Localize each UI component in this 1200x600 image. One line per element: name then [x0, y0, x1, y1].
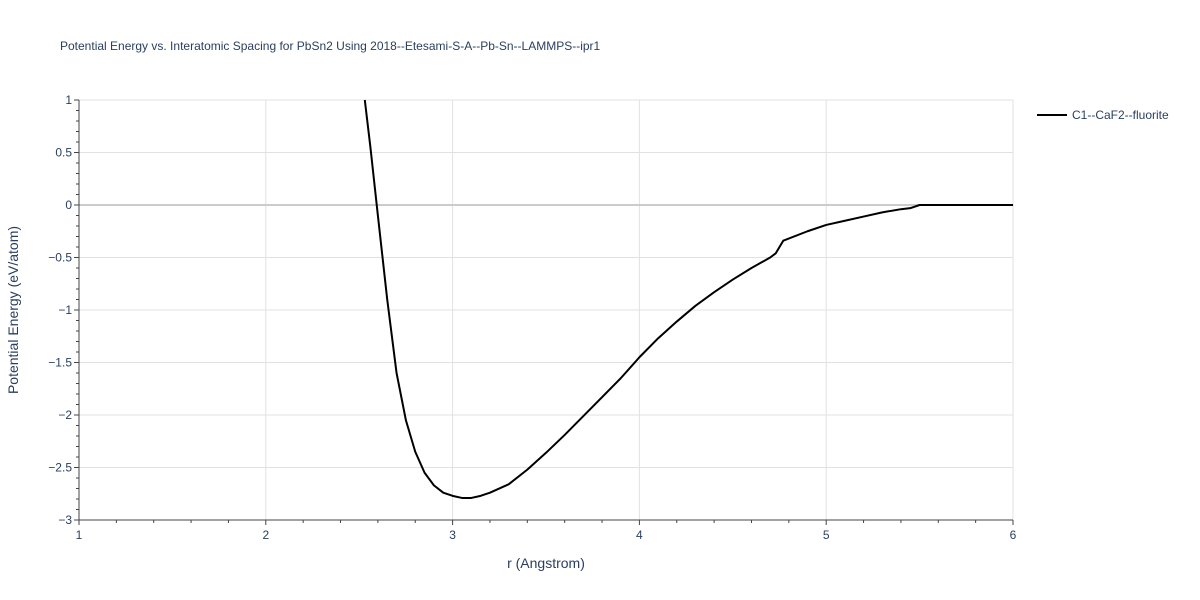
- y-tick-label: −2.5: [48, 461, 72, 475]
- y-tick-labels: 1 0.5 0 −0.5 −1 −1.5 −2 −2.5 −3: [48, 93, 72, 527]
- y-tick-label: −1.5: [48, 356, 72, 370]
- x-tick-label: 4: [636, 528, 643, 542]
- y-tick-label: −2: [58, 408, 72, 422]
- x-tick-label: 6: [1010, 528, 1017, 542]
- x-tick-label: 5: [823, 528, 830, 542]
- y-tick-label: 0.5: [55, 146, 72, 160]
- y-tick-label: −0.5: [48, 251, 72, 265]
- x-axis-title: r (Angstrom): [507, 555, 585, 571]
- chart-title: Potential Energy vs. Interatomic Spacing…: [60, 39, 601, 53]
- legend-label: C1--CaF2--fluorite: [1072, 108, 1169, 122]
- y-tick-label: 1: [65, 93, 72, 107]
- grid-lines: [79, 99, 1014, 520]
- x-tick-label: 2: [262, 528, 269, 542]
- series-line: [363, 99, 1013, 499]
- legend[interactable]: C1--CaF2--fluorite: [1037, 108, 1169, 122]
- series-group: [363, 99, 1013, 499]
- y-tick-label: −3: [58, 513, 72, 527]
- x-tick-label: 1: [76, 528, 83, 542]
- y-tick-label: −1: [58, 303, 72, 317]
- y-axis-title: Potential Energy (eV/atom): [5, 226, 21, 394]
- y-tick-label: 0: [65, 198, 72, 212]
- x-tick-labels: 1 2 3 4 5 6: [76, 528, 1017, 542]
- x-tick-label: 3: [449, 528, 456, 542]
